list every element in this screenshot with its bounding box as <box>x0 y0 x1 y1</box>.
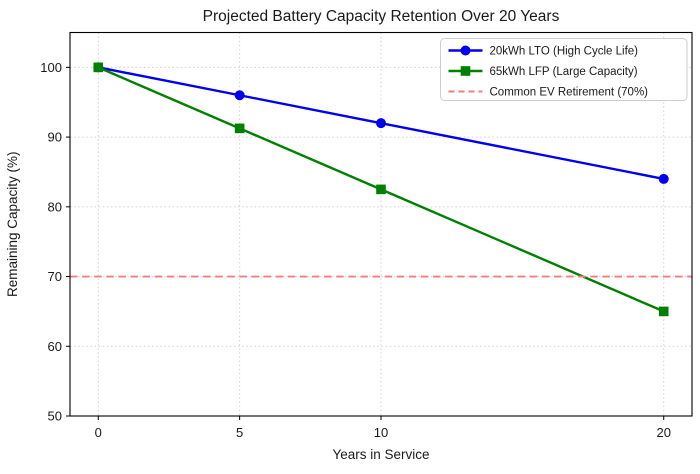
data-point-square <box>658 306 669 317</box>
series-line-1 <box>97 66 665 313</box>
legend-box <box>440 38 688 101</box>
legend-marker-circle <box>460 45 471 56</box>
x-tick-label: 20 <box>656 425 670 440</box>
y-tick-label: 70 <box>48 269 62 284</box>
x-axis-label: Years in Service <box>332 447 429 462</box>
legend-marker-square <box>460 66 471 76</box>
legend-entry-label: 65kWh LFP (Large Capacity) <box>490 66 638 78</box>
y-tick-label: 60 <box>48 339 62 354</box>
data-point-circle <box>376 118 386 129</box>
legend-entry-label: 20kWh LTO (High Cycle Life) <box>490 46 639 58</box>
x-tick-label: 10 <box>374 425 388 440</box>
x-tick-label: 5 <box>236 425 243 440</box>
y-tick-label: 90 <box>48 130 62 145</box>
data-point-square <box>93 62 104 73</box>
data-point-circle <box>658 173 669 184</box>
series-line-0 <box>98 66 664 181</box>
x-tick-label: 0 <box>95 425 102 440</box>
data-point-circle <box>234 90 245 101</box>
y-tick-label: 80 <box>48 199 62 214</box>
chart-title: Projected Battery Capacity Retention Ove… <box>203 8 560 25</box>
y-tick-label: 50 <box>48 409 62 424</box>
legend-entry-label: Common EV Retirement (70%) <box>490 87 649 99</box>
data-point-square <box>234 123 245 134</box>
y-axis-label: Remaining Capacity (%) <box>5 151 20 297</box>
y-tick-label: 100 <box>40 60 62 75</box>
data-point-square <box>376 184 386 195</box>
